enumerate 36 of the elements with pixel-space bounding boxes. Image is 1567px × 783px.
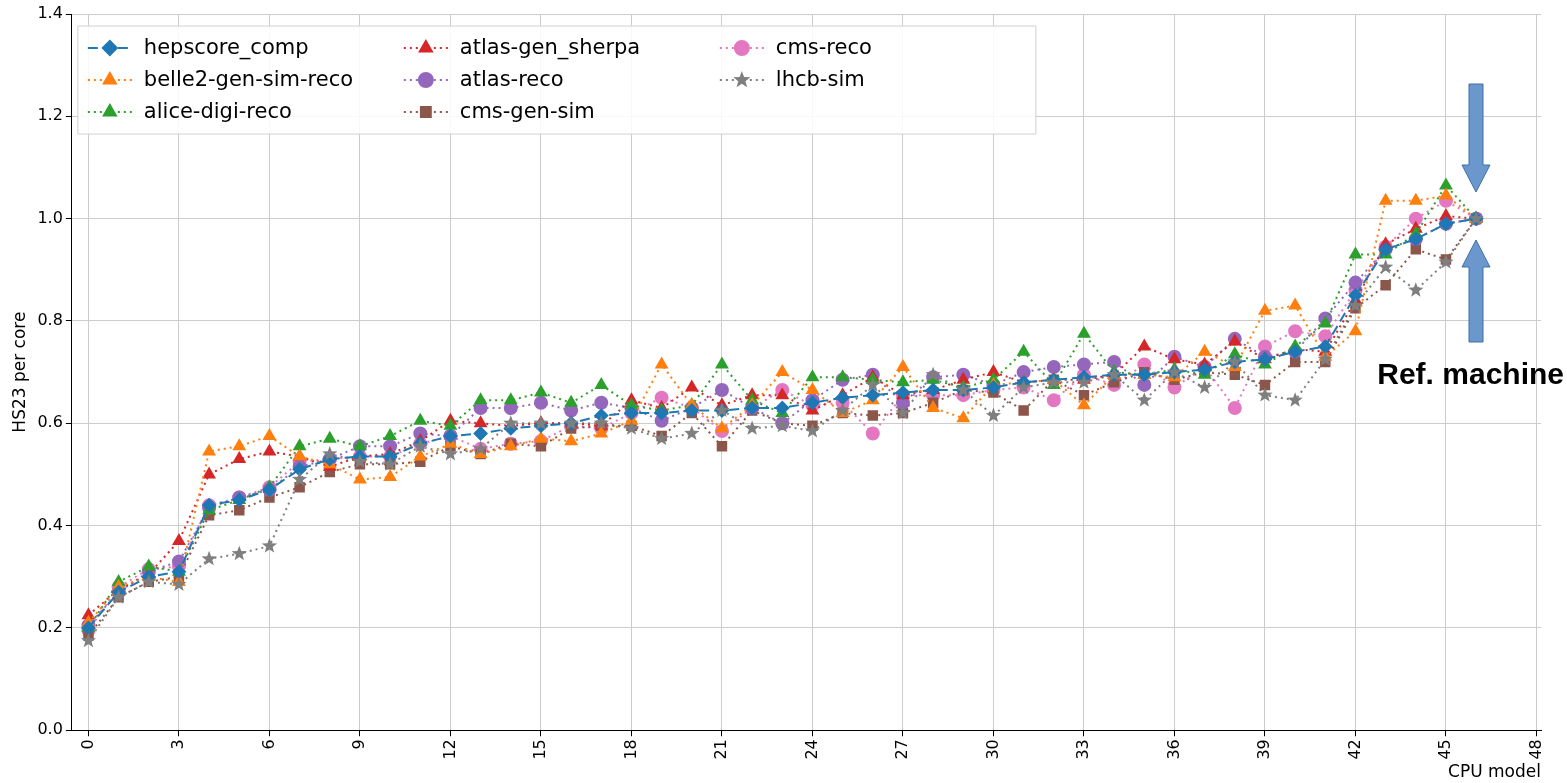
x-tick-label: 48 — [1525, 739, 1545, 760]
x-tick-label: 9 — [349, 739, 369, 750]
x-axis-title: CPU model — [1448, 761, 1541, 782]
legend-label: cms-gen-sim — [459, 99, 595, 124]
x-tick-label: 18 — [620, 739, 640, 760]
x-tick-label: 0 — [77, 739, 97, 750]
x-tick-label: 36 — [1163, 739, 1183, 760]
legend-label: hepscore_comp — [143, 35, 309, 61]
x-tick-label: 15 — [530, 739, 550, 760]
legend-label: lhcb-sim — [775, 67, 865, 92]
y-axis-title: HS23 per core — [8, 311, 29, 433]
annotation: Ref. machine — [1377, 356, 1564, 390]
legend-label: atlas-reco — [459, 67, 564, 92]
x-tick-label: 33 — [1073, 739, 1093, 760]
y-tick-label: 0.2 — [37, 617, 63, 637]
legend-label: belle2-gen-sim-reco — [143, 67, 354, 92]
y-tick-label: 1.2 — [37, 105, 63, 125]
x-tick-label: 39 — [1254, 739, 1274, 760]
y-tick-label: 0.0 — [37, 719, 63, 739]
x-tick-label: 6 — [258, 739, 278, 750]
x-tick-label: 27 — [892, 739, 912, 760]
y-tick-label: 0.6 — [37, 412, 63, 432]
y-tick-label: 1.0 — [37, 207, 63, 227]
x-tick-label: 21 — [711, 739, 731, 760]
x-tick-label: 24 — [801, 739, 821, 760]
y-tick-label: 0.8 — [37, 310, 63, 330]
x-tick-label: 3 — [168, 739, 188, 750]
x-tick-label: 42 — [1344, 739, 1364, 760]
legend-label: cms-reco — [775, 35, 872, 60]
y-tick-label: 1.4 — [37, 3, 63, 23]
y-tick-label: 0.4 — [37, 514, 63, 534]
x-tick-label: 45 — [1435, 739, 1455, 760]
legend-label: alice-digi-reco — [143, 99, 292, 124]
x-tick-label: 30 — [982, 739, 1002, 760]
x-tick-label: 12 — [439, 739, 459, 760]
legend-label: atlas-gen_sherpa — [459, 35, 641, 61]
